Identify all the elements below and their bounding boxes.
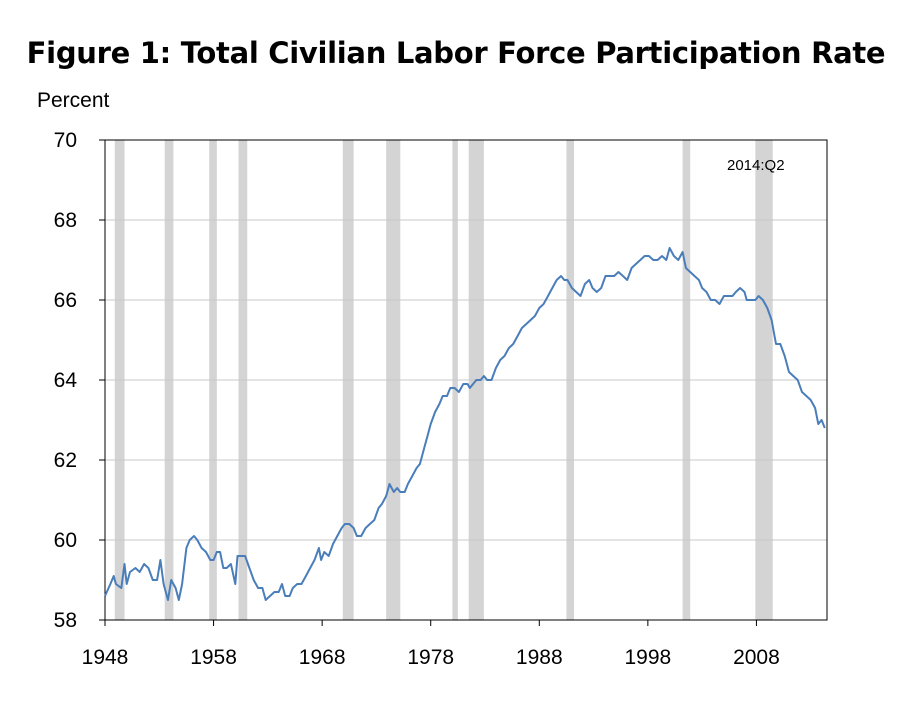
chart-title: Figure 1: Total Civilian Labor Force Par… bbox=[26, 36, 886, 70]
x-tick-label: 1978 bbox=[407, 646, 454, 669]
y-axis: 58 60 62 64 66 68 70 bbox=[54, 129, 105, 632]
y-tick-label: 68 bbox=[54, 209, 77, 232]
x-tick-label: 1948 bbox=[82, 646, 129, 669]
x-tick-label: 1998 bbox=[624, 646, 671, 669]
x-tick-label: 1958 bbox=[190, 646, 237, 669]
x-axis: 1948 1958 1968 1978 1988 1998 2008 bbox=[82, 620, 780, 669]
x-tick-label: 2008 bbox=[733, 646, 780, 669]
y-tick-label: 58 bbox=[54, 609, 77, 632]
y-axis-label: Percent bbox=[37, 89, 110, 112]
y-tick-label: 62 bbox=[54, 449, 77, 472]
x-tick-label: 1988 bbox=[516, 646, 563, 669]
y-tick-label: 64 bbox=[54, 369, 78, 392]
series-layer bbox=[104, 247, 826, 601]
y-tick-label: 66 bbox=[54, 289, 77, 312]
gridlines bbox=[105, 219, 827, 541]
y-tick-label: 70 bbox=[54, 129, 77, 152]
x-tick-label: 1968 bbox=[299, 646, 346, 669]
date-annotation: 2014:Q2 bbox=[727, 157, 785, 174]
series-line bbox=[104, 247, 826, 601]
y-tick-label: 60 bbox=[54, 529, 77, 552]
